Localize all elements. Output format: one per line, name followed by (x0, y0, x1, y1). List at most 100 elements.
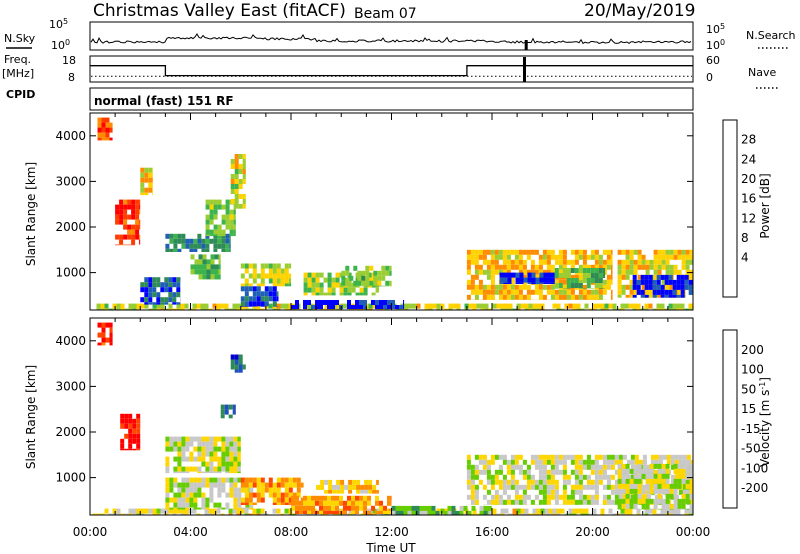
heatmap-cell (657, 483, 662, 489)
heatmap-cell (526, 249, 531, 255)
heatmap-cell (649, 289, 654, 295)
heatmap-cell (546, 454, 551, 460)
heatmap-cell (466, 469, 471, 475)
heatmap-cell (244, 278, 249, 284)
heatmap-cell (209, 461, 214, 467)
heatmap-cell (232, 303, 237, 309)
heatmap-cell (478, 264, 483, 270)
heatmap-cell (578, 464, 583, 470)
heatmap-cell (217, 229, 222, 235)
heatmap-cell (193, 238, 198, 244)
heatmap-cell (598, 454, 603, 460)
heatmap-cell (488, 513, 493, 515)
heatmap-cell (176, 302, 181, 305)
heatmap-cell (502, 474, 507, 480)
heatmap-cell (217, 233, 222, 239)
heatmap-cell (594, 479, 599, 485)
heatmap-cell (123, 219, 128, 225)
heatmap-cell (335, 277, 340, 283)
heatmap-cell (578, 469, 583, 475)
heatmap-cell (96, 513, 101, 515)
heatmap-cell (202, 269, 207, 275)
heatmap-cell (327, 272, 332, 278)
heatmap-cell (272, 482, 277, 488)
heatmap-cell (504, 303, 509, 309)
heatmap-cell (136, 438, 141, 444)
heatmap-cell (602, 288, 606, 289)
heatmap-cell (152, 308, 157, 310)
heatmap-cell (101, 337, 106, 343)
heatmap-cell (213, 234, 218, 237)
heatmap-cell (127, 244, 132, 246)
heatmap-cell (230, 174, 235, 179)
heatmap-cell (447, 505, 452, 511)
heatmap-cell (502, 289, 507, 295)
heatmap-cell (594, 254, 599, 260)
heatmap-cell (570, 278, 575, 283)
colorbar-tick-label: 24 (741, 152, 756, 166)
heatmap-cell (165, 233, 170, 239)
heatmap-cell (676, 513, 681, 515)
heatmap-cell (625, 274, 630, 280)
heatmap-cell (665, 478, 670, 484)
heatmap-cell (176, 292, 181, 298)
heatmap-cell (673, 264, 678, 270)
heatmap-cell (677, 269, 682, 275)
heatmap-cell (288, 477, 293, 483)
heatmap-cell (348, 479, 353, 485)
heatmap-cell (97, 127, 102, 133)
heatmap-cell (214, 274, 219, 280)
heatmap-cell (156, 308, 161, 310)
heatmap-cell (661, 463, 666, 469)
heatmap-cell (217, 238, 222, 244)
heatmap-cell (562, 464, 567, 470)
heatmap-cell (535, 277, 540, 283)
heatmap-cell (291, 500, 295, 506)
heatmap-cell (256, 497, 261, 503)
heatmap-cell (617, 468, 622, 474)
heatmap-cell (570, 294, 575, 300)
heatmap-cell (490, 249, 495, 255)
heatmap-cell (621, 269, 626, 275)
heatmap-cell (385, 285, 390, 287)
heatmap-cell (660, 289, 665, 295)
heatmap-cell (661, 254, 666, 260)
heatmap-cell (496, 303, 501, 309)
heatmap-cell (230, 189, 235, 194)
heatmap-cell (140, 187, 145, 193)
heatmap-cell (602, 279, 607, 285)
heatmap-cell (482, 284, 487, 290)
heatmap-cell (542, 259, 547, 265)
heatmap-cell (232, 409, 236, 415)
heatmap-cell (560, 508, 565, 514)
heatmap-cell (526, 284, 531, 290)
heatmap-cell (661, 488, 666, 494)
heatmap-cell (237, 466, 241, 472)
heatmap-cell (642, 464, 647, 470)
heatmap-cell (284, 263, 289, 269)
heatmap-cell (233, 497, 238, 503)
heatmap-cell (356, 489, 361, 494)
heatmap-cell (686, 489, 691, 495)
heatmap-cell (586, 459, 591, 465)
heatmap-cell (307, 495, 311, 501)
heatmap-cell (594, 494, 599, 500)
heatmap-cell (586, 454, 591, 460)
heatmap-cell (681, 473, 686, 479)
heatmap-cell (678, 459, 683, 465)
heatmap-cell (375, 495, 379, 501)
heatmap-cell (456, 308, 461, 310)
heatmap-cell (685, 264, 690, 270)
date-label: 20/May/2019 (584, 1, 696, 21)
heatmap-cell (490, 279, 495, 285)
heatmap-cell (116, 508, 121, 514)
heatmap-cell (524, 308, 529, 310)
heatmap-cell (205, 482, 210, 488)
heatmap-cell (209, 451, 214, 457)
heatmap-cell (582, 294, 587, 300)
heatmap-cell (136, 413, 141, 419)
heatmap-cell (629, 259, 634, 265)
heatmap-cell (229, 243, 231, 249)
heatmap-cell (127, 229, 132, 235)
heatmap-cell (629, 483, 634, 489)
